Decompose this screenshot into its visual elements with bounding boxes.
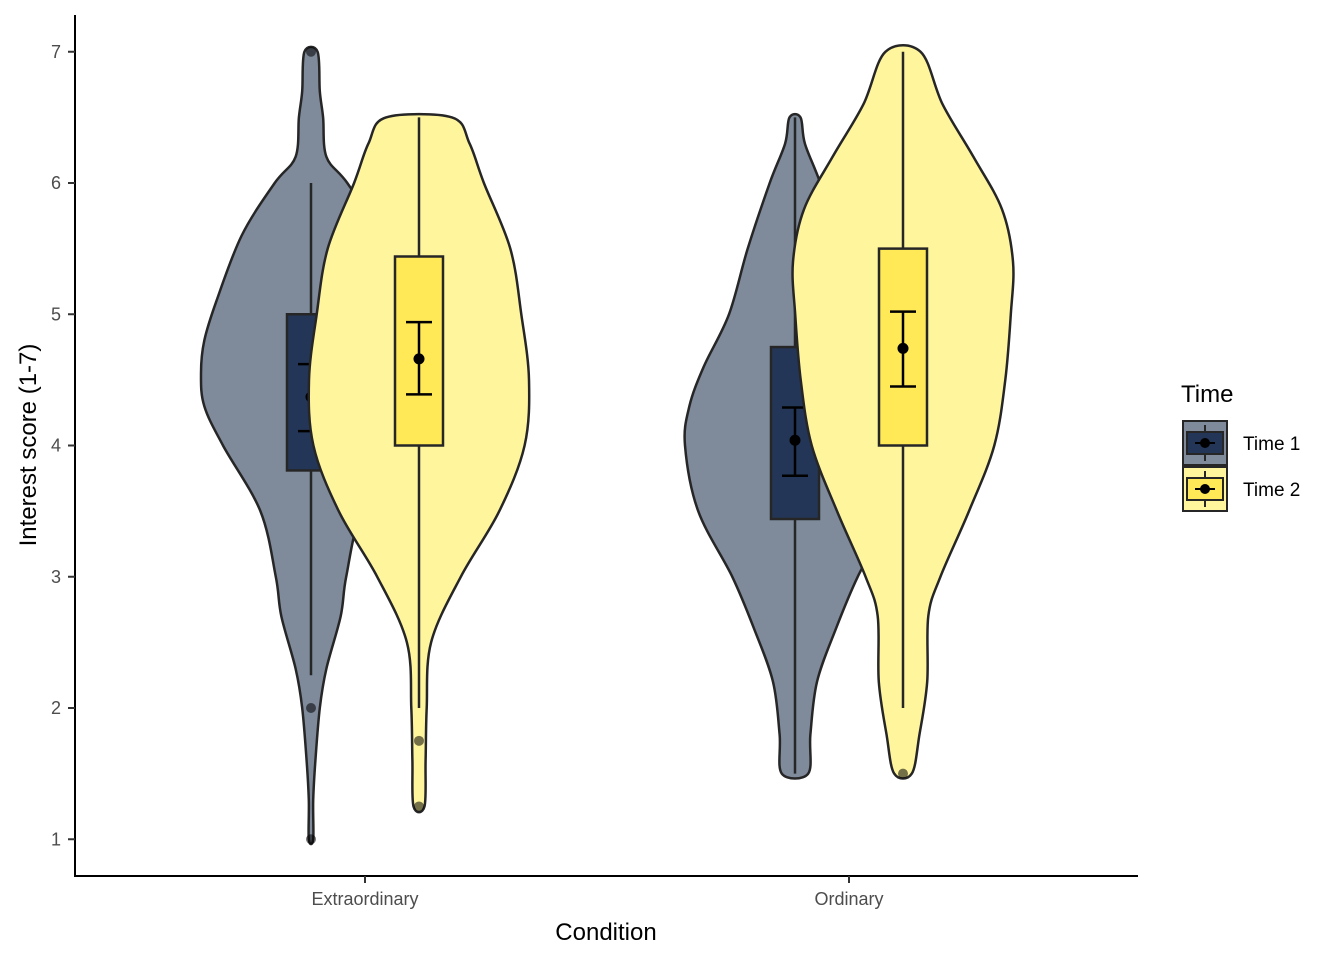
outlier-point [414,735,424,746]
outlier-point [898,768,908,779]
plot-area [199,43,1015,846]
x-tick-label: Extraordinary [311,889,418,909]
mean-point [897,342,909,354]
mean-point [413,353,425,365]
y-tick-label: 1 [51,829,61,849]
outlier-point [414,801,424,812]
mean-point [789,434,801,446]
outlier-point [306,46,316,57]
y-tick-label: 5 [51,304,61,324]
y-tick-label: 4 [51,436,61,456]
y-axis-title: Interest score (1-7) [15,344,42,547]
axes: 1 2 3 4 5 6 7 Extraordinary Ordinary [51,15,1138,909]
legend: Time Time 1 Time 2 [1181,381,1300,512]
legend-label: Time 2 [1243,480,1300,501]
y-tick-label: 3 [51,567,61,587]
x-tick-label: Ordinary [814,889,883,909]
x-axis-title: Condition [555,919,656,946]
outlier-point [306,703,316,713]
y-tick-label: 2 [51,698,61,718]
outlier-point [306,834,316,845]
legend-key-point [1200,438,1210,448]
y-tick-label: 6 [51,173,61,193]
y-tick-label: 7 [51,42,61,62]
legend-label: Time 1 [1243,434,1300,455]
legend-title: Time [1181,381,1233,408]
legend-key-point [1200,484,1210,494]
